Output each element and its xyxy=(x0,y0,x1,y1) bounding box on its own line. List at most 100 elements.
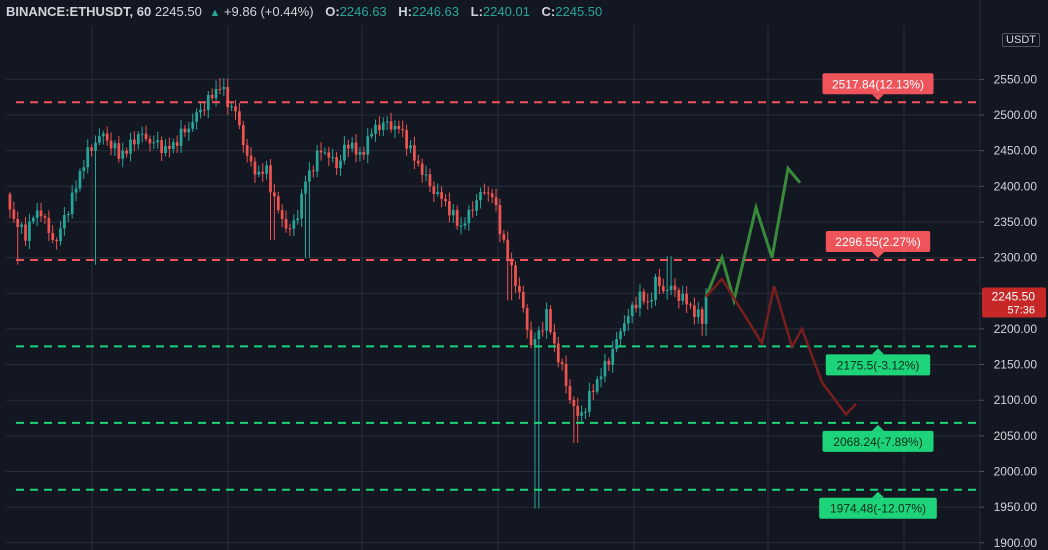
candle-body xyxy=(420,163,424,175)
candle-body xyxy=(658,276,661,287)
candle-body xyxy=(117,143,121,159)
candle-body xyxy=(654,276,657,300)
candle-body xyxy=(428,174,432,187)
axis-tick-label: 2000.00 xyxy=(994,465,1038,479)
candle-body xyxy=(623,323,626,332)
level-label-pointer xyxy=(872,424,884,431)
candle-body xyxy=(12,209,16,219)
candle-body xyxy=(350,142,354,149)
axis-tick-label: 2450.00 xyxy=(994,144,1038,158)
level-label-box xyxy=(825,231,931,253)
candle-body xyxy=(572,400,576,407)
candle-body xyxy=(78,171,82,189)
candle-body xyxy=(288,228,292,230)
candle-body xyxy=(471,209,475,211)
axis-tick-label: 2150.00 xyxy=(994,358,1038,372)
candle-body xyxy=(459,225,463,227)
candle-body xyxy=(109,140,113,149)
bearish-projection-path xyxy=(705,276,857,417)
candle-body xyxy=(432,186,436,194)
candle-body xyxy=(389,121,393,130)
candle-body xyxy=(591,390,595,392)
candle-body xyxy=(101,133,105,137)
candle-body xyxy=(385,121,389,123)
candle-body xyxy=(490,193,494,198)
candle-body xyxy=(615,338,618,349)
candle-body xyxy=(175,142,179,146)
candle-body xyxy=(292,220,296,229)
candle-body xyxy=(179,128,183,146)
candle-body xyxy=(483,192,486,194)
candle-body xyxy=(378,124,381,130)
level-label-box xyxy=(819,497,937,519)
candle-body xyxy=(366,136,370,155)
candle-body xyxy=(144,133,148,139)
candle-body xyxy=(339,160,342,169)
high-label: H: xyxy=(398,4,412,19)
candle-body xyxy=(261,171,265,174)
candle-body xyxy=(568,385,572,401)
candle-body xyxy=(463,223,467,226)
candle-body xyxy=(405,130,408,149)
candle-body xyxy=(245,145,249,156)
candle-body xyxy=(183,128,187,133)
candle-body xyxy=(214,88,218,99)
candle-body xyxy=(607,360,611,365)
candle-body xyxy=(564,363,568,386)
candle-body xyxy=(335,157,338,169)
candle-body xyxy=(74,188,78,193)
candle-body xyxy=(669,285,673,290)
candle-body xyxy=(588,390,591,412)
candle-body xyxy=(98,136,101,143)
candle-body xyxy=(226,86,230,108)
candle-body xyxy=(55,239,58,242)
candle-body xyxy=(47,217,51,233)
candle-body xyxy=(148,138,152,144)
candle-body xyxy=(642,291,646,302)
candle-body xyxy=(553,331,556,344)
candle-body xyxy=(533,339,537,346)
candle-body xyxy=(191,121,195,129)
candle-body xyxy=(448,201,451,216)
candle-body xyxy=(187,128,191,133)
axis-tick-label: 2050.00 xyxy=(994,429,1038,443)
level-label-text: 2296.55(2.27%) xyxy=(835,235,920,249)
currency-badge[interactable]: USDT xyxy=(1002,33,1040,47)
candle-body xyxy=(584,411,587,413)
level-label-pointer xyxy=(872,491,884,498)
candle-body xyxy=(665,289,669,292)
candle-body xyxy=(619,331,622,339)
candle-body xyxy=(168,145,171,149)
open-label: O: xyxy=(325,4,340,19)
current-price-badge xyxy=(982,287,1046,318)
candle-body xyxy=(455,209,459,226)
candle-body xyxy=(222,86,226,90)
candle-body xyxy=(238,111,241,126)
symbol-legend: BINANCE:ETHUSDT, 60 2245.50 ▲ +9.86 (+0.… xyxy=(6,4,602,20)
candle-body xyxy=(199,109,202,113)
close-value: 2245.50 xyxy=(555,4,603,19)
candle-body xyxy=(506,239,510,259)
candle-body xyxy=(541,330,545,332)
level-label-box xyxy=(825,354,931,376)
bar-countdown: 57:36 xyxy=(1007,304,1035,316)
candle-body xyxy=(689,304,692,306)
candle-body xyxy=(537,330,541,340)
current-price-value: 2245.50 xyxy=(992,289,1036,303)
candle-body xyxy=(315,150,319,172)
candle-body xyxy=(276,196,280,211)
candle-body xyxy=(634,304,638,309)
candle-body xyxy=(331,157,335,159)
candle-body xyxy=(397,125,401,129)
level-label-text: 2068.24(-7.89%) xyxy=(833,435,922,449)
candle-body xyxy=(20,224,23,228)
candle-body xyxy=(269,165,272,193)
candle-body xyxy=(86,147,90,168)
candle-body xyxy=(94,142,97,151)
candle-body xyxy=(323,152,327,154)
candle-body xyxy=(393,125,397,130)
candle-body xyxy=(8,194,12,210)
candle-body xyxy=(311,170,315,172)
